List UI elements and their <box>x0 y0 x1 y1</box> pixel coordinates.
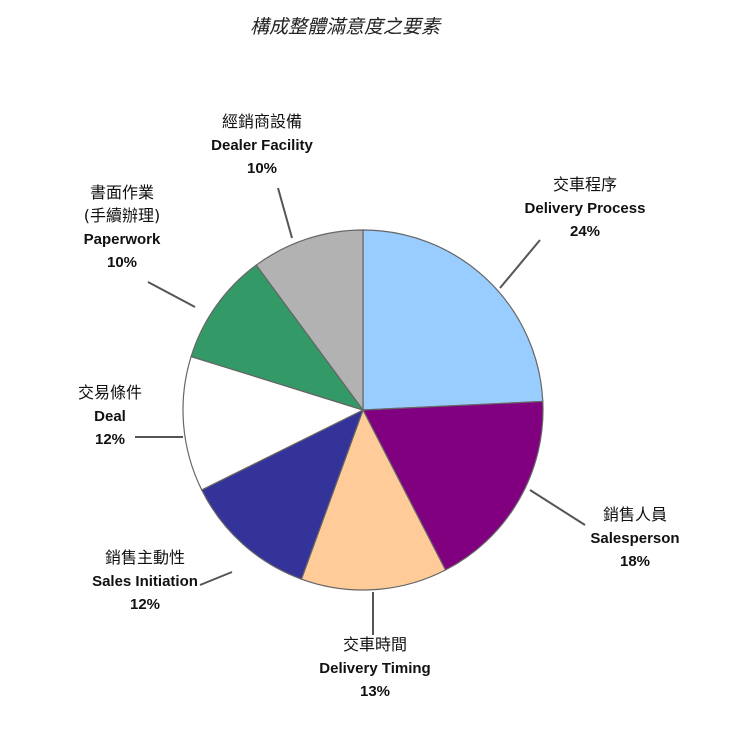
slice-label-zh: 銷售人員 <box>603 505 667 524</box>
slice-label-value: 10% <box>247 160 277 177</box>
slice-label-value: 12% <box>95 431 125 448</box>
pie-slice-salesperson <box>362 400 544 571</box>
slice-labels: 交車程序 Delivery Process 24% 銷售人員 Salesperson 18… <box>78 112 680 700</box>
leader-line <box>147 281 196 308</box>
slice-label-zh: 交車時間 <box>343 635 407 654</box>
slice-label-en: Delivery Timing <box>319 660 430 677</box>
slice-label-en: Paperwork <box>84 231 161 248</box>
leader-line <box>529 489 586 526</box>
leader-lines <box>135 187 586 635</box>
slice-label-zh: 書面作業 <box>90 183 154 202</box>
slice-label-en: Deal <box>94 408 126 425</box>
slice-label-zh: (手續辦理) <box>84 206 161 225</box>
slice-label-zh: 經銷商設備 <box>222 112 302 131</box>
slice-label-value: 24% <box>570 223 600 240</box>
pie-slices <box>182 229 544 591</box>
slice-label-en: Sales Initiation <box>92 573 198 590</box>
pie-slice-delivery-timing <box>300 408 447 591</box>
pie-slice-delivery-process <box>362 229 544 411</box>
pie-slice-deal <box>182 355 365 491</box>
chart-title: 構成整體滿意度之要素 <box>250 16 442 38</box>
leader-line <box>499 239 541 289</box>
slice-label-value: 12% <box>130 596 160 613</box>
pie-slice-dealer-facility <box>255 229 364 412</box>
slice-label-value: 13% <box>360 683 390 700</box>
slice-label-en: Salesperson <box>590 530 679 547</box>
slice-label-value: 18% <box>620 553 650 570</box>
slice-label-en: Dealer Facility <box>211 137 313 154</box>
pie-slice-paperwork <box>190 264 365 412</box>
leader-line <box>199 571 233 586</box>
slice-label-zh: 交車程序 <box>553 175 617 194</box>
slice-label-zh: 銷售主動性 <box>105 548 185 567</box>
slice-label-value: 10% <box>107 254 137 271</box>
leader-line <box>277 187 293 239</box>
slice-label-zh: 交易條件 <box>78 383 142 402</box>
slice-label-en: Delivery Process <box>525 200 646 217</box>
pie-slice-sales-initiation <box>200 408 365 580</box>
